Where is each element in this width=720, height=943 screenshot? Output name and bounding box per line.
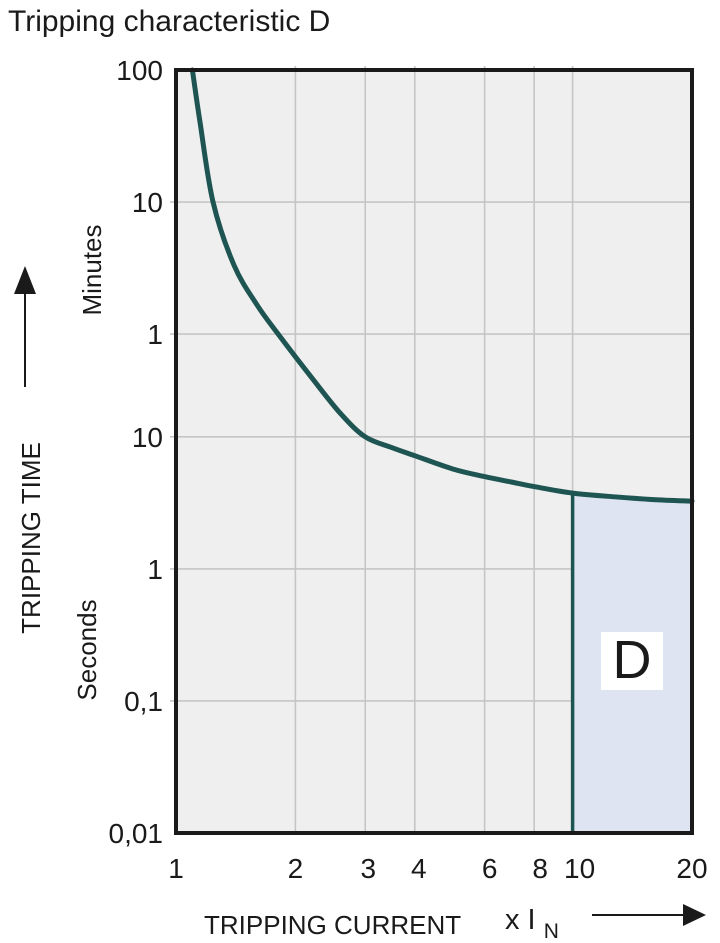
y-tick-label: 100	[116, 55, 163, 86]
x-axis-title: TRIPPING CURRENT	[204, 910, 461, 940]
tripping-curve-series	[189, 67, 695, 504]
x-tick-label: 1	[168, 853, 184, 884]
region-d-label: D	[601, 630, 663, 690]
region-d-letter: D	[613, 630, 652, 690]
plot-border	[174, 68, 694, 835]
y-tick-label: 10	[132, 187, 163, 218]
x-tick-label: 8	[532, 853, 548, 884]
x-tick-label: 10	[564, 853, 595, 884]
y-tick-label: 10	[132, 422, 163, 453]
tripping-curve-path	[189, 67, 695, 504]
x-tick-label: 6	[482, 853, 498, 884]
y-unit-seconds: Seconds	[72, 599, 102, 700]
x-axis-unit-prefix: x I	[505, 904, 536, 936]
x-axis-unit: x I N	[505, 904, 559, 943]
y-axis-tick-labels: 100 10 1 10 1 0,1 0,01	[109, 55, 164, 849]
x-axis-unit-subscript: N	[544, 920, 559, 943]
x-tick-label: 20	[676, 853, 707, 884]
x-tick-label: 2	[288, 853, 304, 884]
chart-title: Tripping characteristic D	[8, 5, 330, 38]
region-d-label-box	[601, 632, 663, 690]
x-axis-tick-labels: 1 2 3 4 6 8 10 20	[168, 853, 707, 884]
x-tick-label: 3	[360, 853, 376, 884]
x-axis-arrow-icon	[592, 904, 706, 926]
y-axis-arrow-icon	[14, 266, 36, 387]
x-tick-label: 4	[411, 853, 427, 884]
y-axis-title: TRIPPING TIME	[16, 442, 46, 634]
y-tick-label: 0,1	[124, 686, 163, 717]
y-unit-minutes: Minutes	[77, 224, 107, 315]
y-tick-label: 0,01	[109, 818, 164, 849]
y-tick-label: 1	[147, 554, 163, 585]
y-tick-label: 1	[147, 319, 163, 350]
